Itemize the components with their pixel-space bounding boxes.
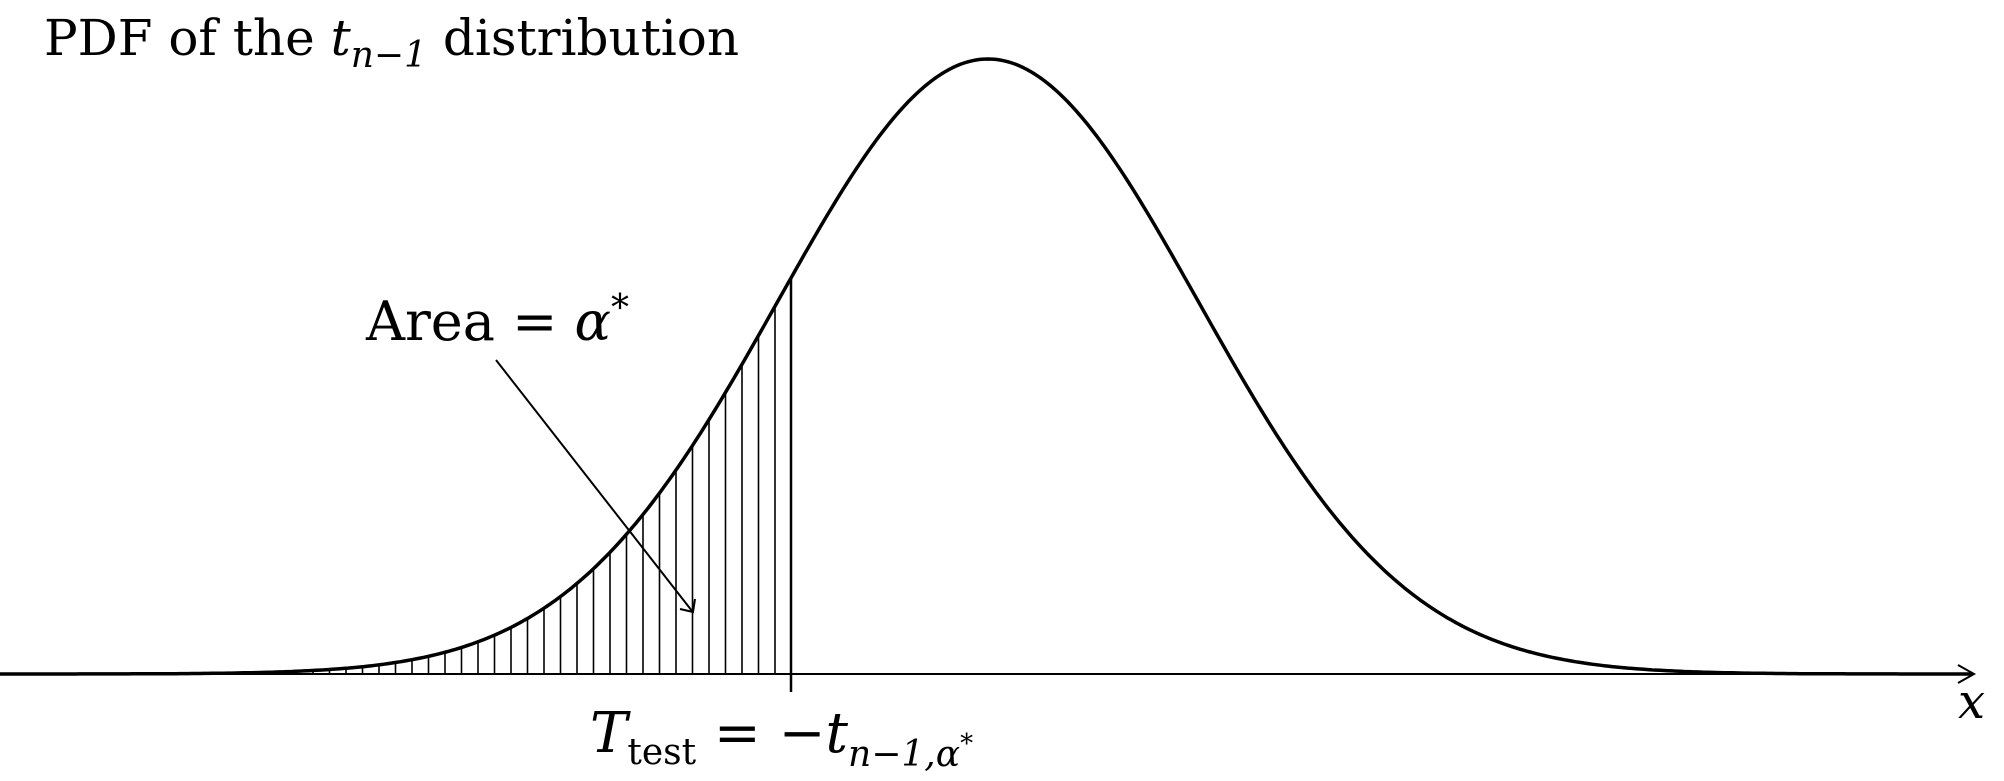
x-axis-label: x — [1958, 674, 1985, 730]
area-pointer-arrowhead — [679, 598, 696, 614]
pdf-curve — [0, 57, 1972, 676]
shaded-tail-area — [180, 306, 776, 674]
area-pointer-arrow — [495, 359, 696, 614]
x-axis — [0, 664, 1977, 684]
area-pointer-line — [495, 359, 693, 612]
x-axis-arrowhead — [1957, 664, 1977, 684]
critical-value-label: Ttest = −tn−1,α* — [590, 701, 973, 775]
chart-title: PDF of the tn−1 distribution — [44, 9, 739, 76]
area-label: Area = α* — [365, 288, 629, 353]
